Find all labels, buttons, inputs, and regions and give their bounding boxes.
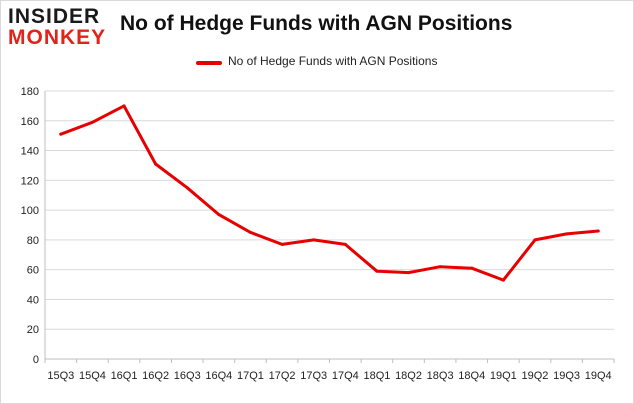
x-tick-label: 18Q1 xyxy=(363,370,390,382)
x-tick-label: 16Q1 xyxy=(111,370,138,382)
logo-word-monkey: MONKEY xyxy=(8,26,107,49)
data-point xyxy=(154,162,158,166)
legend-swatch xyxy=(196,61,222,65)
data-point xyxy=(375,269,379,273)
y-tick-label: 80 xyxy=(27,235,39,247)
chart-title: No of Hedge Funds with AGN Positions xyxy=(120,12,513,35)
data-point xyxy=(59,132,63,136)
y-tick-label: 180 xyxy=(21,86,39,98)
data-point xyxy=(185,186,189,190)
data-point xyxy=(217,213,221,217)
x-tick-label: 17Q3 xyxy=(300,370,327,382)
data-point xyxy=(501,278,505,282)
data-point xyxy=(470,266,474,270)
x-tick-label: 18Q4 xyxy=(458,370,485,382)
x-tick-label: 16Q3 xyxy=(174,370,201,382)
x-tick-label: 19Q4 xyxy=(585,370,612,382)
data-point xyxy=(343,242,347,246)
data-point xyxy=(596,229,600,233)
y-tick-label: 0 xyxy=(33,354,39,366)
y-tick-label: 40 xyxy=(27,294,39,306)
data-point xyxy=(533,238,537,242)
data-point xyxy=(248,230,252,234)
x-tick-label: 15Q4 xyxy=(79,370,106,382)
y-tick-label: 140 xyxy=(21,146,39,158)
x-tick-label: 17Q1 xyxy=(237,370,264,382)
series-line xyxy=(59,104,600,282)
x-tick-label: 15Q3 xyxy=(47,370,74,382)
y-tick-label: 120 xyxy=(21,175,39,187)
x-tick-label: 16Q2 xyxy=(142,370,169,382)
x-tick-label: 19Q3 xyxy=(553,370,580,382)
x-tick-label: 19Q2 xyxy=(522,370,549,382)
y-tick-label: 100 xyxy=(21,205,39,217)
data-point xyxy=(407,271,411,275)
x-tick-label: 19Q1 xyxy=(490,370,517,382)
y-tick-label: 60 xyxy=(27,265,39,277)
legend-label: No of Hedge Funds with AGN Positions xyxy=(228,54,438,68)
x-tick-label: 17Q2 xyxy=(269,370,296,382)
logo-word-insider: INSIDER xyxy=(8,5,101,28)
insider-monkey-logo: INSIDER MONKEY xyxy=(8,6,118,52)
y-tick-label: 160 xyxy=(21,116,39,128)
data-point xyxy=(565,232,569,236)
data-point xyxy=(438,265,442,269)
data-point xyxy=(280,242,284,246)
data-point xyxy=(90,120,94,124)
y-tick-label: 20 xyxy=(27,324,39,336)
data-point xyxy=(122,104,126,108)
chart-legend: No of Hedge Funds with AGN Positions xyxy=(0,52,634,72)
data-point xyxy=(312,238,316,242)
x-tick-label: 16Q4 xyxy=(205,370,232,382)
x-tick-label: 17Q4 xyxy=(332,370,359,382)
x-tick-label: 18Q2 xyxy=(395,370,422,382)
x-tick-label: 18Q3 xyxy=(427,370,454,382)
